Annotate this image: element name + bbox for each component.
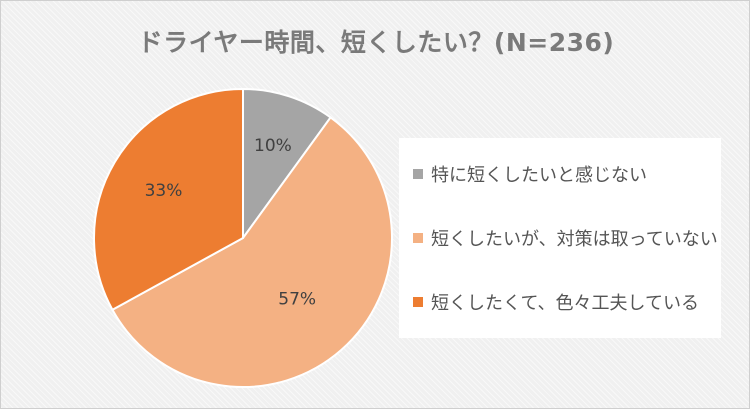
pie-slice-not-needed [242, 87, 332, 242]
legend-item-no-action: 短くしたいが、対策は取っていない [413, 226, 718, 250]
legend-item-not-needed: 特に短くしたいと感じない [413, 162, 647, 186]
legend-label: 特に短くしたいと感じない [431, 165, 647, 186]
legend-label: 短くしたくて、色々工夫している [431, 293, 700, 314]
legend-swatch [413, 233, 423, 243]
data-label: 33% [145, 181, 183, 201]
pie-slice-trying [93, 87, 244, 312]
data-label: 57% [278, 289, 316, 309]
legend-item-trying: 短くしたくて、色々工夫している [413, 290, 699, 314]
pie-slice-no-action [111, 116, 393, 388]
chart-title: ドライヤー時間、短くしたい？(N=236) [137, 28, 615, 57]
data-label: 10% [254, 136, 292, 156]
legend-label: 短くしたいが、対策は取っていない [431, 229, 718, 250]
legend-swatch [413, 169, 423, 179]
legend: 特に短くしたいと感じない 短くしたいが、対策は取っていない 短くしたくて、色々工… [399, 138, 721, 338]
legend-swatch [413, 297, 423, 307]
